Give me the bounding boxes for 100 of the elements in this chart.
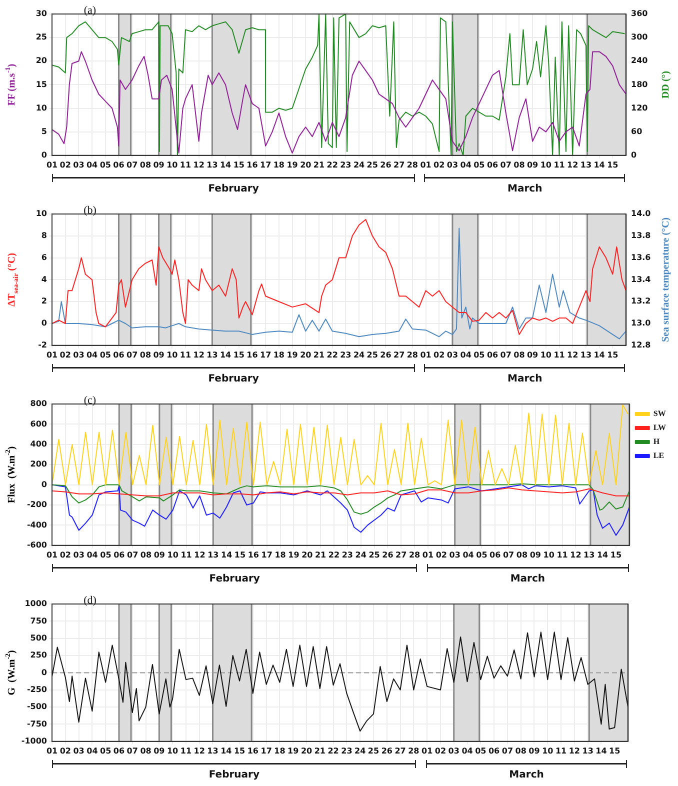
x-tick-label: 02 [434,746,446,756]
x-tick-label: 02 [60,550,71,560]
x-tick-label: 10 [540,160,552,170]
x-tick-label: 19 [286,350,298,360]
x-tick-label: 15 [234,746,246,756]
y2-tick-label: 14.0 [631,209,652,218]
y-tick-label: 6 [41,252,48,262]
x-tick-label: 25 [368,550,380,560]
x-tick-label: 13 [582,746,594,756]
legend-label: SW [653,409,666,418]
x-tick-label: 18 [274,550,286,560]
x-tick-label: 12 [568,746,580,756]
x-tick-label: 11 [554,350,566,360]
x-tick-label: 08 [514,160,526,170]
x-tick-label: 03 [73,550,84,560]
x-tick-label: 12 [567,350,578,360]
legend-label: H [653,437,660,446]
x-tick-label: 04 [462,746,474,756]
x-tick-label: 22 [326,160,338,170]
x-tick-label: 09 [526,160,539,170]
y-tick-label: 800 [30,399,48,408]
x-tick-label: 04 [462,550,474,560]
x-tick-label: 24 [353,350,366,360]
x-tick-label: 01 [422,550,434,560]
text: February [208,374,260,385]
x-tick-label: 26 [382,550,394,560]
y-tick-label: -750 [26,719,48,728]
x-tick-label: 03 [446,160,458,170]
x-tick-label: 17 [260,350,272,360]
x-tick-label: 12 [570,550,582,560]
text: February [208,184,260,195]
text: February [208,770,260,781]
y-tick-label: 25 [36,32,48,42]
x-tick-label: 28 [406,160,418,170]
x-tick-label: 06 [113,350,125,360]
y2-tick-label: 180 [631,80,648,89]
x-tick-label: 07 [126,550,138,560]
x-tick-label: 09 [528,746,540,756]
y-tick-label: -250 [26,684,48,694]
x-tick-label: 04 [86,746,98,756]
x-tick-label: 28 [408,746,420,756]
y2-tick-label: 120 [631,103,648,112]
x-tick-label: 05 [475,746,487,756]
x-tick-label: 05 [100,350,112,360]
x-tick-label: 06 [490,550,502,560]
x-tick-label: 12 [193,350,204,360]
y-tick-label: 15 [36,80,48,89]
x-tick-label: 27 [396,550,407,560]
x-tick-label: 19 [288,746,300,756]
x-tick-label: 01 [46,160,58,170]
x-tick-label: 04 [460,350,472,360]
y2-tick-label: 13.6 [631,252,652,262]
y2-tick-label: 13.4 [631,274,652,284]
text: March [508,184,542,195]
x-tick-label: 26 [381,746,393,756]
x-tick-label: 12 [567,160,578,170]
x-tick-label: 08 [514,350,526,360]
x-tick-label: 08 [140,160,152,170]
y2-tick-label: 60 [631,126,643,136]
x-tick-label: 21 [313,350,325,360]
y-tick-label: -500 [26,702,48,712]
y-tick-label: 600 [30,419,48,428]
y-tick-label: -400 [26,520,48,530]
x-tick-label: 15 [607,350,619,360]
x-tick-label: 04 [460,160,472,170]
x-tick-label: 22 [328,746,339,756]
x-tick-label: 03 [446,350,458,360]
x-tick-label: 17 [260,746,272,756]
x-tick-label: 15 [610,550,622,560]
x-tick-label: 10 [166,160,178,170]
x-tick-label: 01 [420,350,432,360]
x-tick-label: 05 [474,350,486,360]
x-tick-label: 03 [73,350,84,360]
x-tick-label: 14 [594,350,606,360]
x-tick-label: 14 [220,350,232,360]
x-tick-label: 07 [500,350,512,360]
x-tick-label: 10 [167,550,179,560]
x-tick-label: 20 [300,350,312,360]
x-tick-label: 09 [153,160,165,170]
y2-tick-label: 0 [631,150,637,160]
x-tick-label: 08 [515,746,527,756]
x-tick-label: 08 [140,550,152,560]
x-tick-label: 14 [220,160,232,170]
x-tick-label: 20 [300,746,313,756]
x-tick-label: 23 [341,746,352,756]
x-tick-label: 11 [180,550,192,560]
x-tick-label: 23 [340,160,352,170]
x-tick-label: 12 [194,746,205,756]
x-tick-label: 25 [366,350,378,360]
y-tick-label: 30 [36,9,48,18]
x-tick-label: 07 [502,746,514,756]
x-tick-label: 13 [584,550,595,560]
y-tick-label: 5 [41,126,48,136]
x-tick-label: 01 [46,746,58,756]
y2-tick-label: 360 [631,9,648,18]
y-tick-label: 0 [41,668,48,677]
x-tick-label: 17 [261,550,272,560]
x-tick-label: 16 [246,160,258,170]
x-tick-label: 14 [594,160,606,170]
x-tick-label: 06 [486,160,499,170]
